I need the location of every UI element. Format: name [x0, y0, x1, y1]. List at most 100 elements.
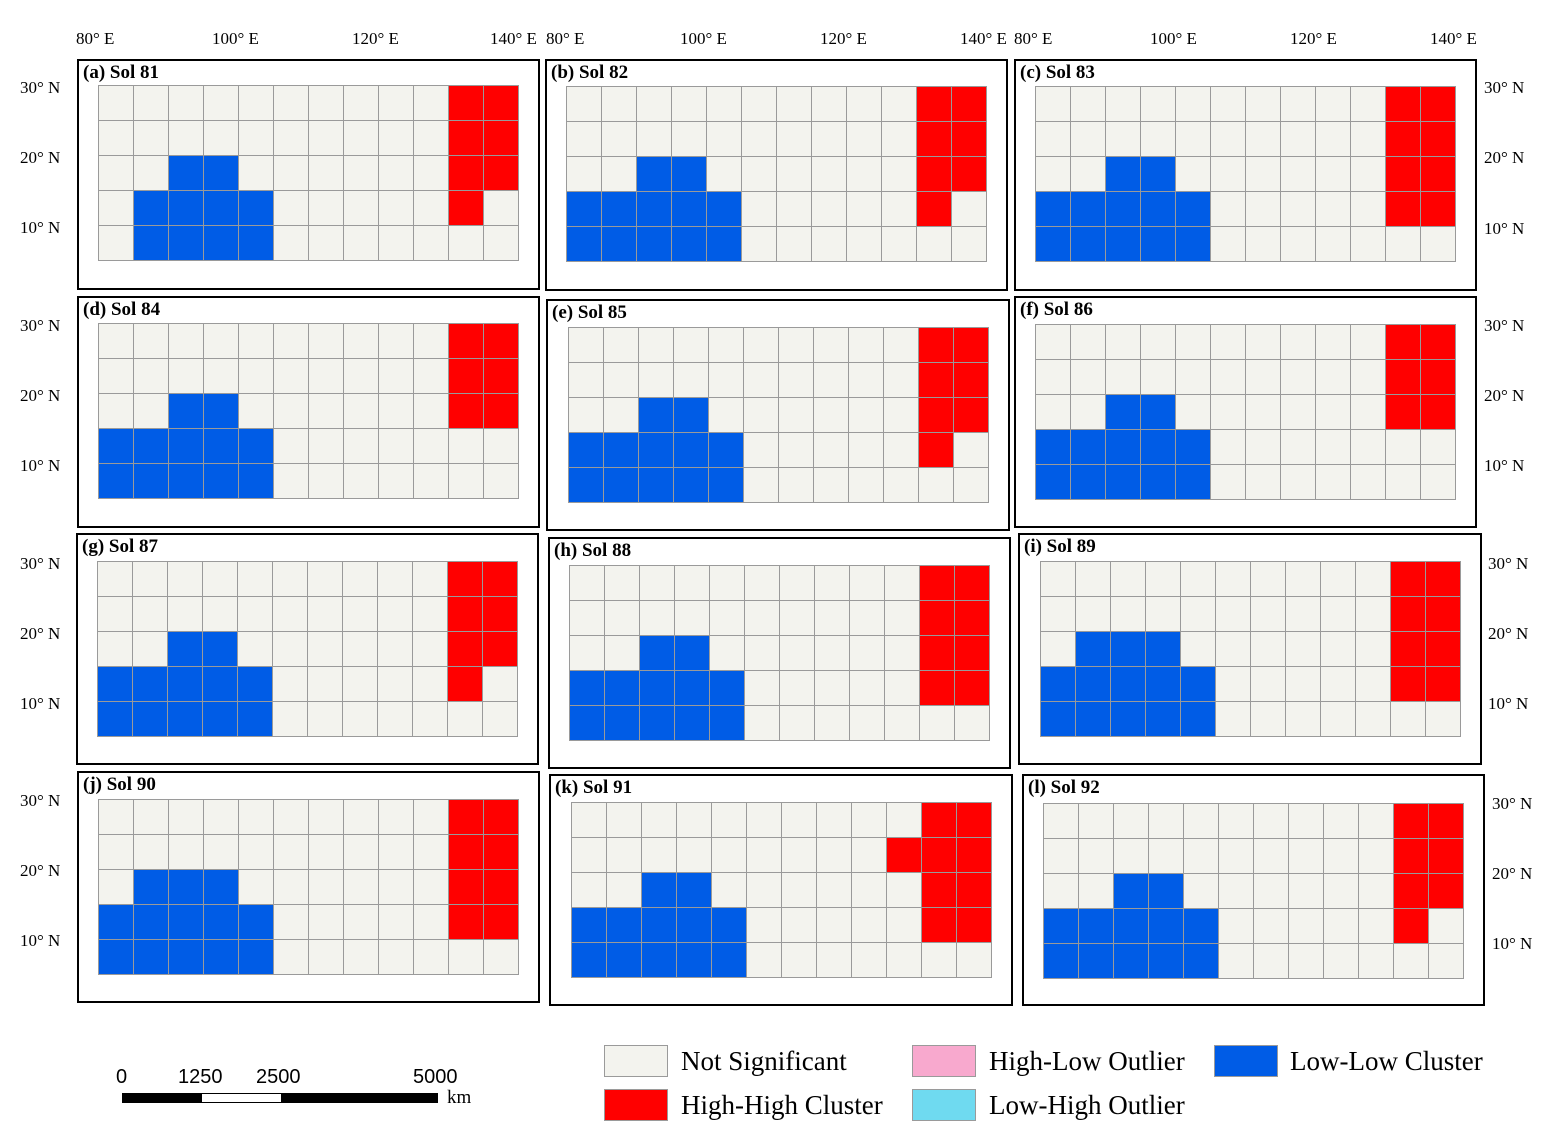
grid-cell-not-significant: [1356, 597, 1391, 632]
grid-cell-not-significant: [1281, 430, 1316, 465]
grid-cell-not-significant: [1141, 122, 1176, 157]
grid-cell-low-low: [169, 870, 204, 905]
grid-cell-not-significant: [744, 433, 779, 468]
lat-label: 30° N: [1492, 794, 1533, 813]
grid-cell-high-high: [957, 838, 992, 873]
grid-cell-not-significant: [1324, 944, 1359, 979]
grid-cell-not-significant: [1219, 909, 1254, 944]
grid-cell-not-significant: [344, 359, 379, 394]
grid-cell-not-significant: [1281, 122, 1316, 157]
map-panel: (a) Sol 81: [77, 59, 540, 290]
grid-cell-not-significant: [1316, 360, 1351, 395]
grid-cell-not-significant: [1211, 430, 1246, 465]
grid-cell-high-high: [917, 157, 952, 192]
grid-cell-low-low: [1146, 702, 1181, 737]
grid-cell-not-significant: [203, 562, 238, 597]
grid-cell-low-low: [672, 227, 707, 262]
grid-cell-high-high: [1426, 632, 1461, 667]
grid-cell-not-significant: [414, 359, 449, 394]
grid-cell-low-low: [640, 706, 675, 741]
grid-cell-low-low: [710, 671, 745, 706]
grid-cell-low-low: [169, 226, 204, 261]
grid-cell-not-significant: [605, 601, 640, 636]
grid-cell-low-low: [602, 192, 637, 227]
grid-cell-not-significant: [1141, 325, 1176, 360]
grid-cell-high-high: [1386, 325, 1421, 360]
grid-cell-not-significant: [344, 226, 379, 261]
grid-cell-low-low: [204, 940, 239, 975]
lat-label: 30° N: [20, 316, 61, 335]
grid-cell-not-significant: [169, 86, 204, 121]
grid-cell-high-high: [1386, 122, 1421, 157]
grid-cell-not-significant: [744, 468, 779, 503]
grid-cell-not-significant: [99, 226, 134, 261]
grid-cell-low-low: [203, 632, 238, 667]
grid-cell-low-low: [1079, 909, 1114, 944]
grid-cell-not-significant: [1351, 227, 1386, 262]
grid-cell-not-significant: [780, 671, 815, 706]
grid-cell-not-significant: [273, 562, 308, 597]
grid-cell-not-significant: [887, 873, 922, 908]
grid-cell-low-low: [712, 908, 747, 943]
grid-cell-not-significant: [920, 706, 955, 741]
grid-cell-not-significant: [777, 192, 812, 227]
grid-cell-not-significant: [309, 191, 344, 226]
grid-cell-not-significant: [309, 324, 344, 359]
grid-cell-not-significant: [1351, 430, 1386, 465]
grid-cell-not-significant: [414, 870, 449, 905]
grid-cell-not-significant: [134, 359, 169, 394]
grid-cell-not-significant: [1079, 839, 1114, 874]
grid-cell-low-low: [1079, 944, 1114, 979]
grid-cell-not-significant: [239, 324, 274, 359]
grid-cell-not-significant: [169, 324, 204, 359]
grid-cell-not-significant: [640, 601, 675, 636]
grid-cell-not-significant: [572, 803, 607, 838]
grid-cell-not-significant: [1036, 87, 1071, 122]
grid-cell-not-significant: [882, 87, 917, 122]
grid-cell-not-significant: [308, 597, 343, 632]
grid-cell-high-high: [484, 86, 519, 121]
lon-label: 100° E: [1150, 29, 1197, 48]
grid-cell-not-significant: [274, 324, 309, 359]
grid-cell-not-significant: [1106, 360, 1141, 395]
grid-cell-low-low: [642, 943, 677, 978]
grid-cell-not-significant: [1219, 839, 1254, 874]
grid-cell-not-significant: [882, 122, 917, 157]
grid-cell-high-high: [1394, 874, 1429, 909]
grid-cell-not-significant: [1286, 632, 1321, 667]
lat-label: 20° N: [20, 148, 61, 167]
grid-cell-high-high: [1426, 562, 1461, 597]
panel-title: (g) Sol 87: [82, 536, 158, 557]
grid-cell-low-low: [1076, 702, 1111, 737]
grid-cell-not-significant: [309, 464, 344, 499]
lon-label: 120° E: [352, 29, 399, 48]
grid-cell-not-significant: [169, 121, 204, 156]
grid-cell-high-high: [955, 636, 990, 671]
grid-cell-not-significant: [1106, 325, 1141, 360]
grid-cell-not-significant: [379, 86, 414, 121]
grid-cell-not-significant: [779, 433, 814, 468]
grid-cell-not-significant: [414, 940, 449, 975]
grid-cell-not-significant: [1176, 325, 1211, 360]
grid-cell-not-significant: [1036, 157, 1071, 192]
grid-cell-not-significant: [1351, 395, 1386, 430]
grid-cell-not-significant: [1386, 465, 1421, 500]
grid-cell-not-significant: [274, 226, 309, 261]
grid-cell-not-significant: [814, 363, 849, 398]
grid-cell-high-high: [955, 566, 990, 601]
grid-cell-not-significant: [1246, 325, 1281, 360]
grid-cell-not-significant: [850, 601, 885, 636]
grid-cell-low-low: [607, 908, 642, 943]
grid-cell-not-significant: [134, 835, 169, 870]
grid-cell-low-low: [169, 394, 204, 429]
grid-cell-low-low: [204, 394, 239, 429]
lat-label: 20° N: [20, 861, 61, 880]
grid-cell-not-significant: [780, 636, 815, 671]
grid-cell-low-low: [707, 227, 742, 262]
grid-cell-not-significant: [344, 464, 379, 499]
grid-cell-low-low: [204, 156, 239, 191]
grid-cell-not-significant: [850, 671, 885, 706]
grid-cell-high-high: [917, 87, 952, 122]
grid-cell-not-significant: [919, 468, 954, 503]
grid-cell-not-significant: [344, 940, 379, 975]
